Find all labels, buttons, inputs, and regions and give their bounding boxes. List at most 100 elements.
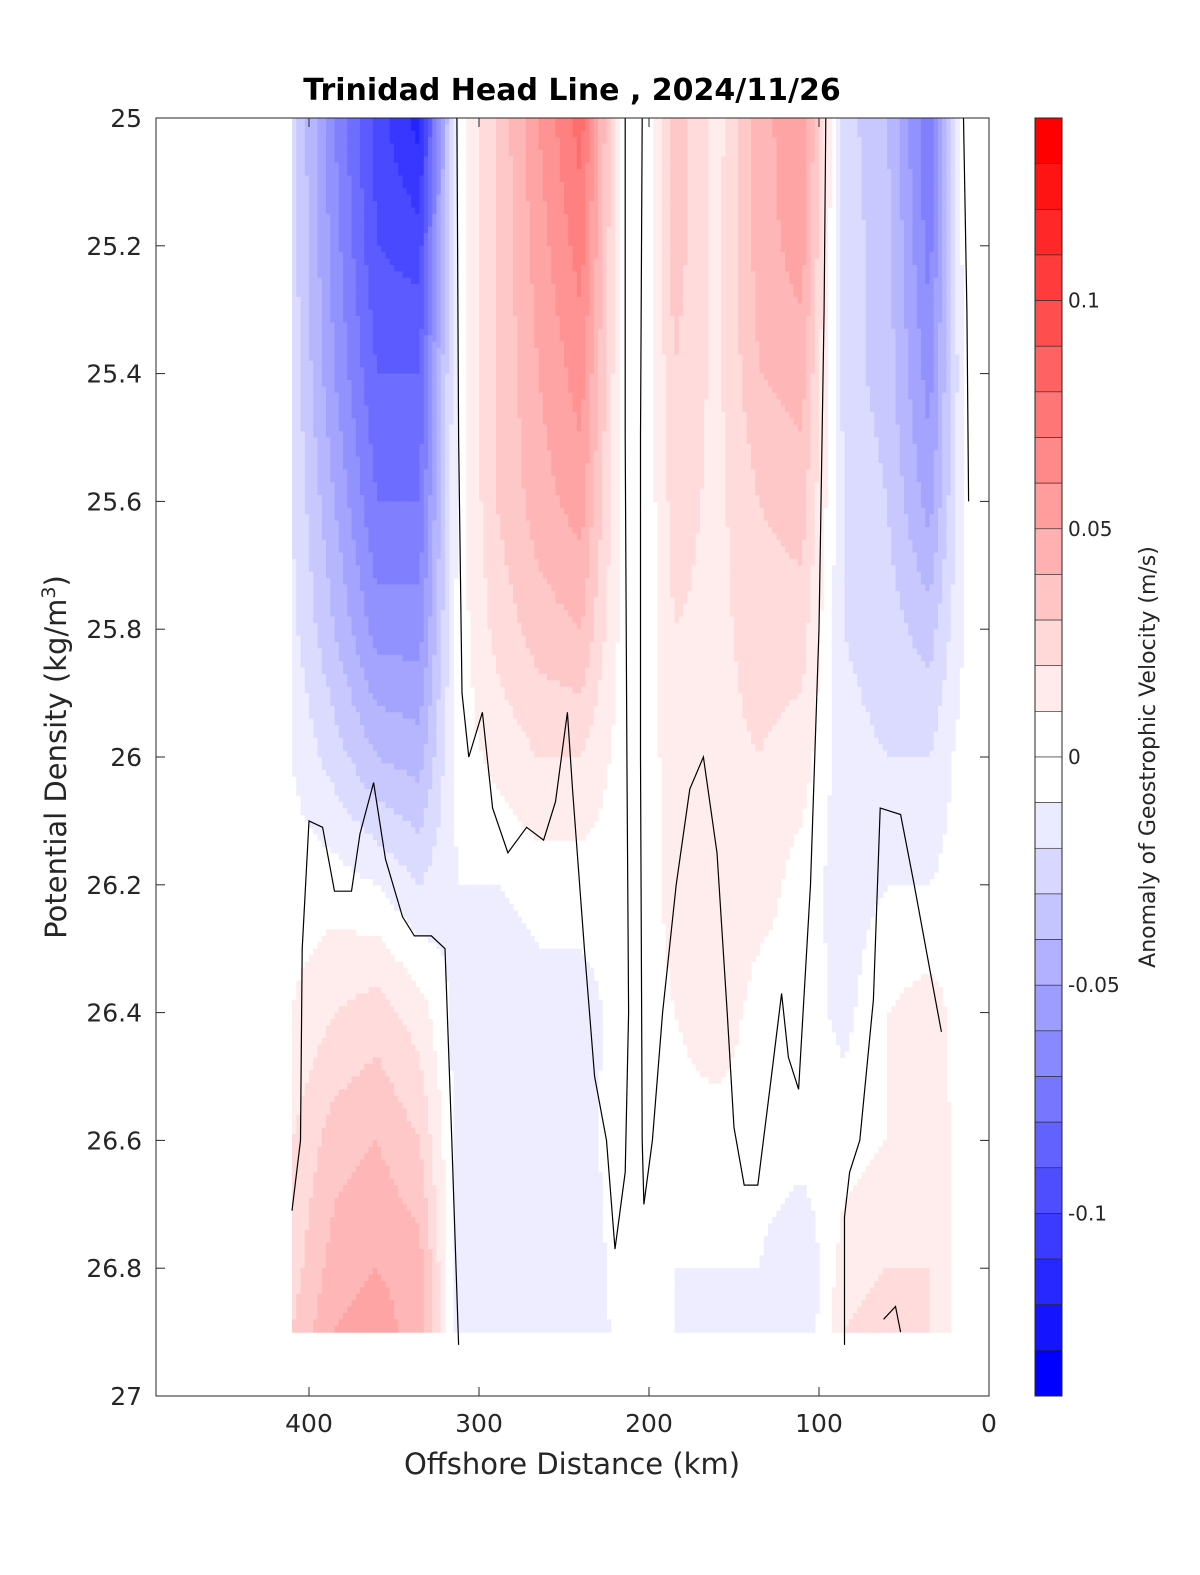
heat-cell-922 bbox=[496, 156, 501, 164]
heat-cell-2241 bbox=[521, 213, 527, 221]
heat-cell-2361 bbox=[406, 220, 412, 228]
heat-cell-3203 bbox=[955, 252, 960, 260]
heat-cell-3831 bbox=[487, 284, 493, 292]
heat-cell-515 bbox=[661, 137, 667, 145]
heat-cell-2871 bbox=[768, 239, 773, 247]
heat-cell-110 bbox=[802, 118, 807, 125]
heat-cell-3672 bbox=[423, 277, 429, 285]
heat-cell-3439 bbox=[717, 264, 722, 272]
heat-cell-1158 bbox=[916, 162, 922, 170]
heat-cell-4085 bbox=[317, 296, 323, 304]
heat-cell-2532 bbox=[525, 226, 531, 234]
heat-cell-1404 bbox=[717, 175, 722, 183]
heat-cell-3109 bbox=[513, 252, 518, 260]
heat-cell-1303 bbox=[912, 169, 918, 177]
heat-cell-2655 bbox=[423, 233, 429, 241]
heat-cell-1982 bbox=[691, 201, 697, 209]
heat-cell-2475 bbox=[942, 220, 948, 228]
heat-cell-3163 bbox=[776, 252, 782, 260]
heat-cell-4582 bbox=[576, 316, 582, 324]
heat-cell-2662 bbox=[453, 233, 459, 241]
heat-cell-2180 bbox=[921, 207, 926, 215]
heat-cell-134 bbox=[908, 118, 914, 125]
heat-cell-3729 bbox=[708, 277, 714, 285]
heat-cell-2977 bbox=[568, 245, 574, 253]
heat-cell-3953 bbox=[377, 290, 382, 298]
heat-cell-2157 bbox=[814, 207, 820, 215]
heat-cell-1103 bbox=[678, 162, 684, 170]
heat-cell-260 bbox=[819, 124, 824, 132]
heat-cell-2672 bbox=[504, 233, 510, 241]
heat-cell-636 bbox=[521, 143, 527, 151]
heat-cell-3327 bbox=[865, 258, 871, 266]
heat-cell-4147 bbox=[589, 296, 595, 304]
heat-cell-1596 bbox=[916, 181, 922, 189]
heat-cell-4909 bbox=[759, 328, 765, 336]
heat-cell-1117 bbox=[738, 162, 744, 170]
heat-cell-377 bbox=[695, 130, 701, 138]
heat-cell-1245 bbox=[661, 169, 667, 177]
heat-cell-727 bbox=[946, 143, 952, 151]
heat-cell-408 bbox=[827, 130, 833, 138]
heat-cell-1414 bbox=[759, 175, 765, 183]
heat-cell-145 bbox=[955, 118, 960, 125]
heat-cell-1926 bbox=[411, 201, 416, 209]
heat-cell-663 bbox=[670, 143, 676, 151]
heat-cell-2140 bbox=[742, 207, 748, 215]
heat-cell-1938 bbox=[470, 201, 476, 209]
heat-cell-2263 bbox=[615, 213, 620, 221]
heat-cell-4493 bbox=[861, 309, 867, 317]
heat-cell-2050 bbox=[317, 207, 323, 215]
heat-cell-1954 bbox=[538, 201, 544, 209]
heat-cell-1634 bbox=[411, 188, 416, 196]
heat-cell-1612 bbox=[317, 188, 323, 196]
heat-cell-2792 bbox=[389, 239, 395, 247]
heat-cell-3308 bbox=[776, 258, 782, 266]
heat-cell-3142 bbox=[687, 252, 693, 260]
heat-cell-3443 bbox=[734, 264, 739, 272]
heat-cell-1599 bbox=[929, 181, 935, 189]
heat-cell-3909 bbox=[861, 284, 867, 292]
heat-cell-3862 bbox=[653, 284, 659, 292]
heat-cell-785 bbox=[534, 149, 540, 157]
heat-cell-1674 bbox=[589, 188, 595, 196]
heat-cell-3881 bbox=[734, 284, 739, 292]
heat-cell-2319 bbox=[895, 213, 901, 221]
heat-cell-546 bbox=[793, 137, 799, 145]
heat-cell-269 bbox=[861, 124, 867, 132]
heat-cell-4176 bbox=[746, 296, 752, 304]
heat-cell-3608 bbox=[814, 271, 820, 279]
heat-cell-3972 bbox=[466, 290, 472, 298]
heat-cell-3664 bbox=[389, 277, 395, 285]
heat-cell-1460 bbox=[292, 181, 297, 189]
heat-cell-415 bbox=[861, 130, 867, 138]
heat-cell-4215 bbox=[921, 296, 926, 304]
heat-cell-2389 bbox=[534, 220, 540, 228]
heat-cell-4412 bbox=[474, 309, 480, 317]
heat-cell-920 bbox=[487, 156, 493, 164]
heat-cell-3601 bbox=[785, 271, 790, 279]
heat-cell-2435 bbox=[763, 220, 769, 228]
heat-cell-2067 bbox=[389, 207, 395, 215]
heat-cell-416 bbox=[865, 130, 871, 138]
heat-cell-4676 bbox=[347, 322, 353, 330]
heat-cell-314 bbox=[385, 130, 391, 138]
heat-cell-4845 bbox=[445, 328, 450, 336]
heat-cell-3138 bbox=[670, 252, 676, 260]
heat-cell-165 bbox=[372, 124, 378, 132]
heat-cell-800 bbox=[598, 149, 603, 157]
heat-cell-151 bbox=[313, 124, 319, 132]
heat-cell-2719 bbox=[738, 233, 744, 241]
heat-cell-1015 bbox=[929, 156, 935, 164]
heat-cell-1876 bbox=[865, 194, 871, 202]
heat-cell-4138 bbox=[551, 296, 557, 304]
heat-cell-2614 bbox=[916, 226, 922, 234]
heat-cell-273 bbox=[878, 124, 884, 132]
heat-cell-1789 bbox=[449, 194, 455, 202]
heat-cell-4636 bbox=[848, 316, 854, 324]
heat-cell-2058 bbox=[351, 207, 357, 215]
heat-cell-3006 bbox=[725, 245, 731, 253]
heat-cell-1206 bbox=[453, 169, 459, 177]
heat-cell-1322 bbox=[326, 175, 331, 183]
heat-cell-1428 bbox=[819, 175, 824, 183]
